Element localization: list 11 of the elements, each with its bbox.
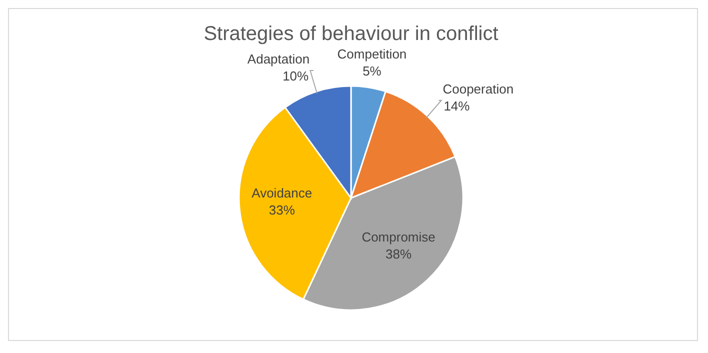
- data-label: 38%: [386, 246, 412, 262]
- data-label: 5%: [362, 64, 382, 79]
- slice-label: Avoidance: [252, 186, 312, 201]
- slice-label: Compromise: [362, 230, 436, 245]
- slice-label: Competition: [337, 46, 407, 62]
- data-label: 14%: [444, 98, 470, 114]
- slice-label: Cooperation: [442, 81, 514, 96]
- data-label: 10%: [282, 68, 310, 84]
- data-label: 33%: [268, 202, 296, 218]
- slice-label: Adaptation: [247, 52, 310, 67]
- chart-title: Strategies of behaviour in conflict: [204, 23, 499, 45]
